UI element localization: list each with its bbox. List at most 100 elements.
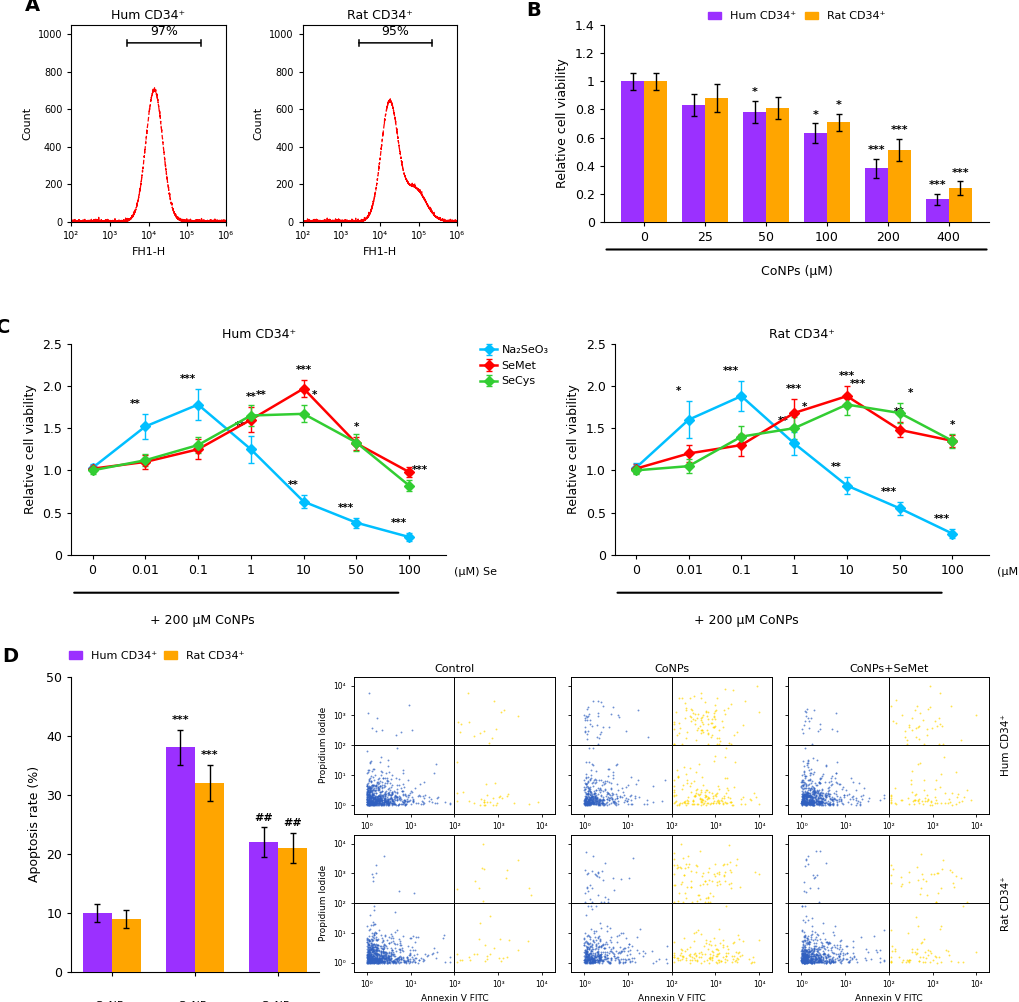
Point: [845, 945, 861, 961]
Point: [371, 955, 387, 971]
Point: [798, 795, 814, 811]
Point: [619, 948, 635, 964]
Point: [362, 941, 378, 957]
Point: [579, 952, 595, 968]
Point: [913, 794, 929, 810]
Point: [800, 796, 816, 812]
Y-axis label: Apoptosis rate (%): Apoptosis rate (%): [28, 767, 41, 883]
Point: [714, 939, 731, 955]
Point: [377, 795, 393, 811]
Point: [363, 790, 379, 806]
Point: [590, 952, 606, 968]
Point: [372, 791, 388, 807]
Point: [577, 793, 593, 809]
Point: [803, 795, 819, 811]
Point: [676, 694, 692, 710]
Point: [369, 950, 385, 966]
Point: [820, 954, 837, 970]
Point: [359, 953, 375, 969]
Point: [394, 943, 411, 959]
Point: [893, 954, 909, 970]
Point: [812, 934, 828, 950]
Point: [373, 953, 389, 969]
Point: [804, 943, 820, 959]
Point: [958, 894, 974, 910]
Point: [394, 776, 411, 792]
Point: [596, 940, 612, 956]
Point: [404, 954, 420, 970]
Point: [795, 776, 811, 792]
Point: [591, 952, 607, 968]
Point: [794, 785, 810, 801]
Text: ##: ##: [283, 819, 302, 829]
Point: [370, 947, 386, 963]
Point: [794, 786, 810, 802]
Point: [801, 795, 817, 811]
Point: [810, 793, 826, 809]
Point: [365, 944, 381, 960]
Point: [800, 796, 816, 812]
Point: [362, 953, 378, 969]
Point: [362, 955, 378, 971]
Point: [380, 795, 396, 811]
Point: [592, 939, 608, 955]
Point: [828, 794, 845, 810]
Point: [394, 787, 411, 803]
Point: [360, 947, 376, 963]
Point: [793, 793, 809, 809]
Point: [741, 791, 757, 807]
Point: [379, 947, 395, 963]
Point: [436, 954, 452, 970]
Point: [798, 909, 814, 925]
Point: [745, 954, 761, 970]
Point: [807, 793, 823, 809]
Point: [371, 797, 387, 813]
Point: [711, 876, 728, 892]
Point: [585, 954, 601, 970]
Point: [808, 942, 824, 958]
Point: [794, 948, 810, 964]
Point: [387, 788, 404, 804]
Point: [585, 934, 601, 950]
Point: [383, 791, 399, 807]
Point: [601, 955, 618, 971]
Point: [360, 945, 376, 961]
Point: [369, 948, 385, 964]
Point: [378, 794, 394, 810]
Point: [596, 951, 612, 967]
Point: [364, 764, 380, 780]
Point: [582, 768, 598, 784]
Point: [795, 789, 811, 805]
Point: [373, 763, 389, 779]
Point: [826, 946, 843, 962]
Point: [583, 945, 599, 961]
Point: [600, 945, 616, 961]
Point: [800, 793, 816, 809]
Point: [679, 795, 695, 811]
Point: [589, 944, 605, 960]
Point: [390, 789, 407, 805]
Point: [815, 792, 832, 808]
Point: [384, 930, 400, 946]
Point: [710, 730, 727, 746]
Point: [373, 794, 389, 810]
Point: [362, 791, 378, 807]
Point: [684, 793, 700, 809]
Point: [795, 794, 811, 810]
Point: [823, 792, 840, 808]
Point: [361, 794, 377, 810]
Point: [833, 796, 849, 812]
Point: [360, 950, 376, 966]
Point: [359, 950, 375, 966]
Point: [810, 776, 826, 792]
Point: [375, 937, 391, 953]
Point: [796, 955, 812, 971]
Point: [912, 846, 928, 862]
Point: [801, 954, 817, 970]
Point: [369, 774, 385, 790]
Point: [667, 762, 684, 778]
Text: CoNPs (μM): CoNPs (μM): [760, 266, 832, 279]
Point: [370, 779, 386, 795]
Point: [793, 796, 809, 812]
Point: [811, 775, 827, 791]
